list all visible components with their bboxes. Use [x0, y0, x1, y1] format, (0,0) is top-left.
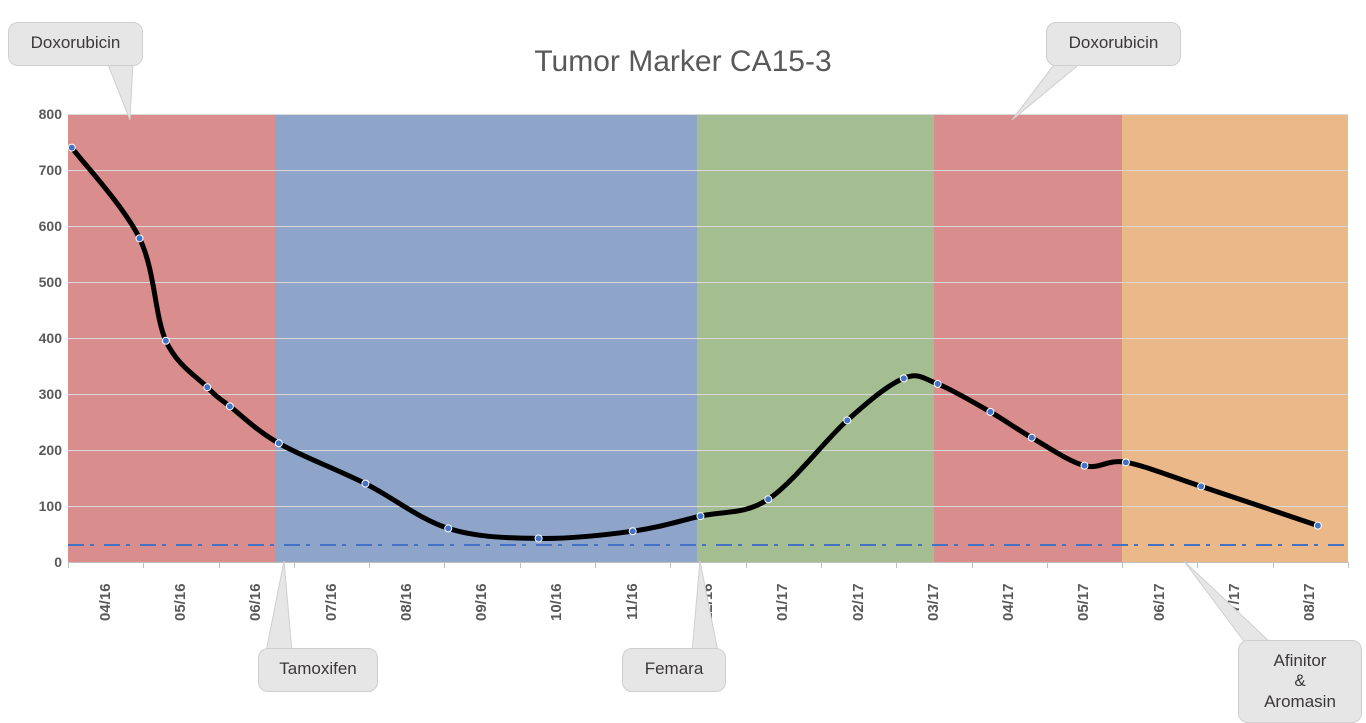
- data-point: [1028, 434, 1035, 441]
- x-tick-mark: [1047, 562, 1048, 568]
- x-tick-mark: [1348, 562, 1349, 568]
- x-tick-mark: [444, 562, 445, 568]
- x-tick-label: 06/17: [1151, 576, 1168, 628]
- y-tick-label: 100: [12, 498, 62, 514]
- x-tick-label: 11/16: [624, 576, 641, 628]
- x-tick-mark: [595, 562, 596, 568]
- data-point: [204, 384, 211, 391]
- data-point: [765, 496, 772, 503]
- data-point: [535, 535, 542, 542]
- y-tick-label: 400: [12, 330, 62, 346]
- x-tick-mark: [821, 562, 822, 568]
- data-point: [362, 480, 369, 487]
- x-tick-label: 04/17: [1000, 576, 1017, 628]
- callout-text: Doxorubicin: [1065, 33, 1162, 53]
- x-tick-mark: [520, 562, 521, 568]
- callout-box: Doxorubicin: [8, 22, 143, 66]
- x-tick-label: 05/16: [172, 576, 189, 628]
- x-tick-mark: [294, 562, 295, 568]
- x-tick-label: 08/17: [1301, 576, 1318, 628]
- x-tick-label: 08/16: [398, 576, 415, 628]
- callout-text: Doxorubicin: [27, 33, 124, 53]
- data-point: [1198, 483, 1205, 490]
- data-point: [68, 144, 75, 151]
- data-point: [445, 525, 452, 532]
- callout-box: Femara: [622, 648, 726, 692]
- x-tick-label: 12/16: [699, 576, 716, 628]
- x-tick-label: 05/17: [1075, 576, 1092, 628]
- data-point: [1122, 459, 1129, 466]
- y-tick-label: 0: [12, 554, 62, 570]
- x-tick-mark: [972, 562, 973, 568]
- callout-box: Doxorubicin: [1046, 22, 1181, 66]
- y-tick-label: 600: [12, 218, 62, 234]
- x-axis-line: [68, 562, 1348, 563]
- data-point: [900, 375, 907, 382]
- x-tick-mark: [670, 562, 671, 568]
- x-tick-label: 10/16: [548, 576, 565, 628]
- plot-area: [68, 114, 1348, 562]
- x-tick-label: 03/17: [925, 576, 942, 628]
- callout-box: Tamoxifen: [258, 648, 378, 692]
- y-tick-label: 200: [12, 442, 62, 458]
- x-tick-label: 06/16: [247, 576, 264, 628]
- callout-box: Afinitor& Aromasin: [1238, 640, 1362, 723]
- data-point: [226, 403, 233, 410]
- x-tick-label: 07/17: [1226, 576, 1243, 628]
- callout-text: & Aromasin: [1257, 671, 1343, 712]
- data-point: [136, 235, 143, 242]
- x-tick-mark: [68, 562, 69, 568]
- x-tick-mark: [219, 562, 220, 568]
- line-series: [68, 114, 1348, 562]
- data-point: [844, 417, 851, 424]
- data-point: [1314, 522, 1321, 529]
- x-tick-mark: [1273, 562, 1274, 568]
- data-point: [697, 513, 704, 520]
- x-tick-label: 07/16: [323, 576, 340, 628]
- data-point: [934, 380, 941, 387]
- data-point: [1081, 462, 1088, 469]
- x-tick-mark: [1197, 562, 1198, 568]
- x-tick-label: 09/16: [473, 576, 490, 628]
- data-point: [987, 408, 994, 415]
- data-point: [275, 440, 282, 447]
- y-tick-label: 300: [12, 386, 62, 402]
- x-tick-label: 04/16: [97, 576, 114, 628]
- x-tick-mark: [1122, 562, 1123, 568]
- callout-text: Femara: [641, 659, 707, 679]
- data-point: [162, 337, 169, 344]
- x-tick-label: 02/17: [850, 576, 867, 628]
- y-tick-label: 500: [12, 274, 62, 290]
- y-tick-label: 800: [12, 106, 62, 122]
- series-line: [72, 148, 1318, 539]
- x-tick-mark: [143, 562, 144, 568]
- x-tick-mark: [746, 562, 747, 568]
- x-tick-label: 01/17: [774, 576, 791, 628]
- x-tick-mark: [896, 562, 897, 568]
- y-tick-label: 700: [12, 162, 62, 178]
- callout-text: Tamoxifen: [277, 659, 359, 679]
- callout-text: Afinitor: [1257, 651, 1343, 671]
- x-tick-mark: [369, 562, 370, 568]
- data-point: [629, 528, 636, 535]
